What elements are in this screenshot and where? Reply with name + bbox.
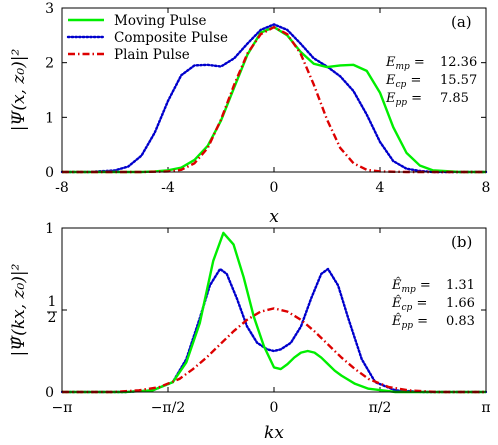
energy-pp-symbol: E [385,91,396,106]
energy-pp-sub: pp [396,98,408,108]
series-line-moving-pulse [62,231,486,394]
x-tick-label: -8 [55,180,69,196]
spectral-energy-mp-sub: mp [402,285,417,295]
panel-a-series [60,23,488,174]
energy-pp: Epp = 7.85 [385,91,469,108]
x-tick-label: 0 [270,180,279,196]
x-tick-label: 8 [482,180,491,196]
spectral-energy-cp-value: 1.66 [446,296,475,311]
spectral-energy-pp-value: 0.83 [446,314,475,329]
panel-a-frame [61,7,487,173]
panel-b-chart: −π −π/2 0 π/2 π 0 1 2 1 (b) Êmp = 1.31 Êcp = 1.6… [9,221,491,443]
y-tick-label: 1 [45,110,54,126]
series-line-composite-pulse [60,267,488,394]
energy-mp-symbol: E [385,55,396,70]
legend-label-composite: Composite Pulse [114,30,228,46]
spectral-energy-cp-symbol: Ê [391,295,402,311]
x-tick-label: -4 [161,180,175,196]
x-tick-label: −π/2 [151,400,186,416]
spectral-energy-mp-value: 1.31 [446,278,475,293]
panel-b-ylabel: |Ψ̂(kx, z₀)|² [9,263,29,356]
panel-b-annotations: Êmp = 1.31 Êcp = 1.66 Êpp = 0.83 [391,277,475,331]
panel-a-ylabel: |Ψ(x, z₀)|² [9,49,29,132]
panel-b-frame [61,227,487,393]
energy-cp-value: 15.57 [440,73,477,88]
panel-a-label: (a) [451,13,472,31]
legend: Moving Pulse Composite Pulse Plain Pulse [66,13,228,63]
y-tick-label: 0 [45,165,54,181]
spectral-energy-pp-sub: pp [402,321,414,331]
energy-mp-sub: mp [396,62,411,72]
spectral-energy-mp-symbol: Ê [391,277,402,293]
energy-mp-value: 12.36 [440,55,477,70]
x-tick-label: π/2 [369,400,392,416]
series-line-plain-pulse [62,307,486,394]
spectral-energy-cp-sub: cp [402,303,413,313]
panel-b-ticks: −π −π/2 0 π/2 π 0 1 2 1 [45,221,491,416]
spectral-energy-pp: Êpp = 0.83 [391,313,475,331]
series-line-plain-pulse [62,25,486,174]
y-tick-label: 1 [45,221,54,237]
energy-mp: Emp = 12.36 [385,55,477,72]
energy-cp-sub: cp [396,80,407,90]
panel-a-chart: -8 -4 0 4 8 0 1 2 3 (a) Moving Pulse Composite P… [9,1,490,227]
spectral-energy-cp: Êcp = 1.66 [391,295,475,313]
energy-cp-symbol: E [385,73,396,88]
panel-b-label: (b) [451,233,472,251]
energy-cp: Ecp = 15.57 [385,73,477,90]
spectral-energy-mp: Êmp = 1.31 [391,277,475,295]
x-tick-label: 4 [376,180,385,196]
y-tick-label: 2 [45,56,54,72]
x-tick-label: 0 [270,400,279,416]
energy-pp-value: 7.85 [440,91,469,106]
series-line-composite-pulse [60,23,488,174]
x-tick-label: π [481,400,490,416]
panel-a-annotations: Emp = 12.36 Ecp = 15.57 Epp = 7.85 [385,55,477,108]
panel-b-series [60,231,488,394]
legend-label-plain: Plain Pulse [114,47,190,63]
legend-label-moving: Moving Pulse [114,13,207,29]
x-tick-label: −π [52,400,73,416]
y-tick-label: 3 [45,1,54,17]
y-tick-label: 0 [45,385,54,401]
panel-a-xlabel: x [269,207,279,227]
spectral-energy-pp-symbol: Ê [391,313,402,329]
panel-b-xlabel: kx [264,423,284,443]
